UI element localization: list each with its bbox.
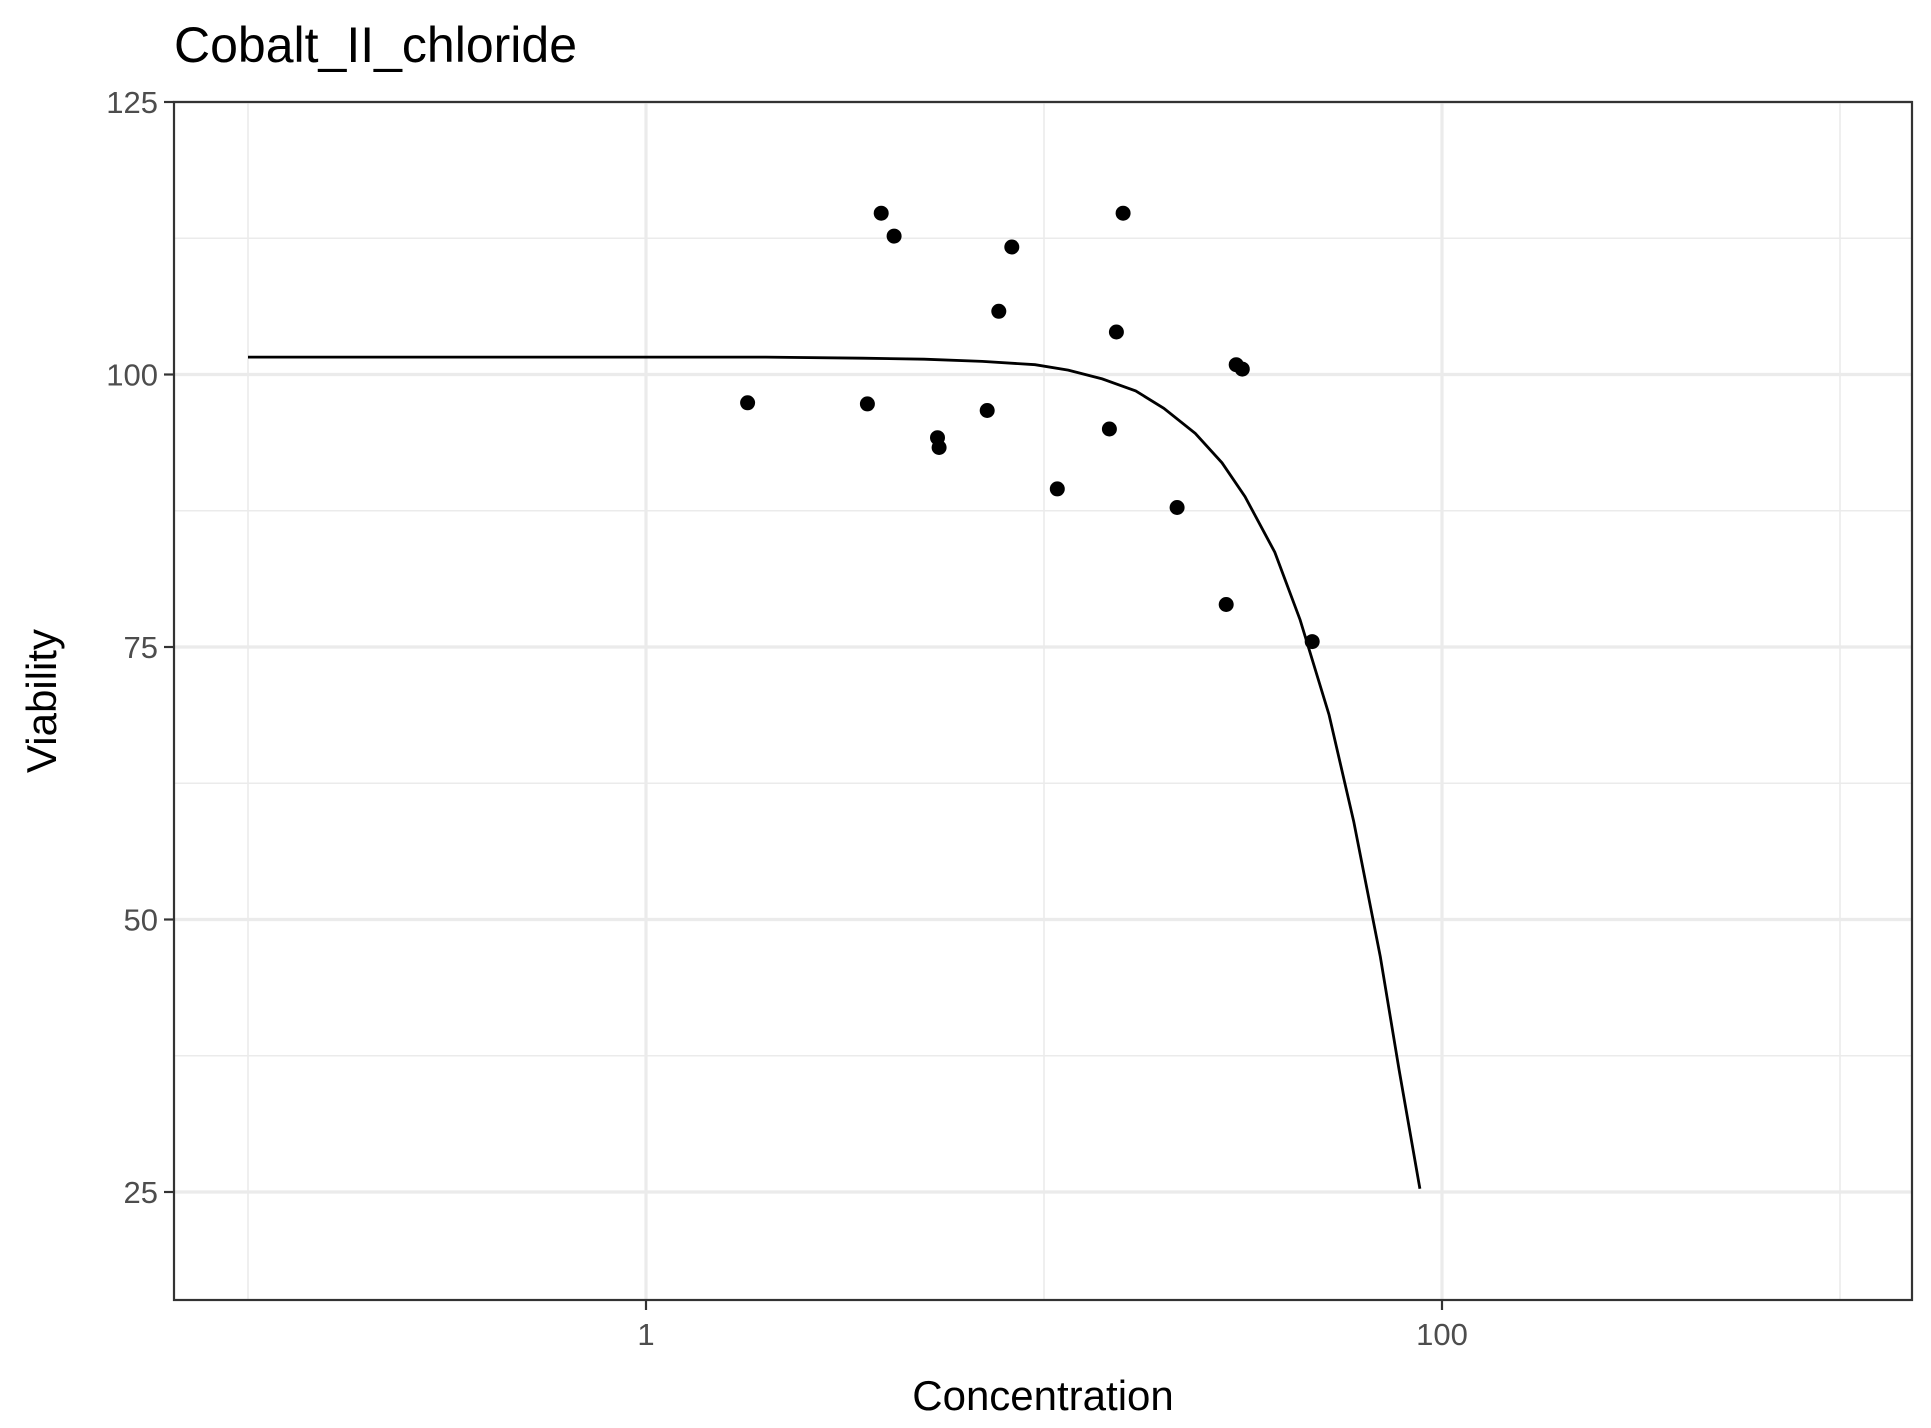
y-axis-label: Viability bbox=[18, 629, 65, 773]
x-axis-label: Concentration bbox=[912, 1372, 1174, 1419]
data-point bbox=[991, 303, 1007, 319]
plot-panel bbox=[172, 100, 1914, 1302]
data-point bbox=[1049, 481, 1065, 497]
data-point bbox=[1004, 239, 1020, 255]
data-point bbox=[931, 440, 947, 455]
tick-labels: 1 100 25 50 75 100 125 bbox=[106, 85, 1468, 1352]
data-point bbox=[1108, 324, 1124, 340]
data-point bbox=[1115, 205, 1131, 221]
axis-ticks bbox=[164, 100, 1444, 1310]
data-point bbox=[1101, 421, 1117, 437]
data-point bbox=[1304, 634, 1320, 650]
data-points bbox=[740, 205, 1320, 650]
data-point bbox=[979, 403, 995, 418]
data-point bbox=[859, 396, 875, 412]
x-tick-label: 1 bbox=[637, 1317, 654, 1352]
data-point bbox=[886, 228, 902, 244]
data-point bbox=[1218, 597, 1234, 612]
y-tick-label: 25 bbox=[124, 1175, 158, 1210]
data-point bbox=[740, 395, 756, 411]
y-tick-label: 100 bbox=[106, 358, 158, 393]
y-tick-label: 125 bbox=[106, 85, 158, 120]
y-tick-label: 50 bbox=[124, 903, 158, 938]
x-tick-label: 100 bbox=[1416, 1317, 1468, 1352]
chart-title: Cobalt_II_chloride bbox=[174, 17, 577, 73]
fit-curve bbox=[248, 355, 1422, 1189]
y-tick-label: 75 bbox=[124, 630, 158, 665]
data-point bbox=[1169, 500, 1185, 515]
data-point bbox=[1234, 361, 1250, 377]
data-point bbox=[873, 205, 889, 221]
